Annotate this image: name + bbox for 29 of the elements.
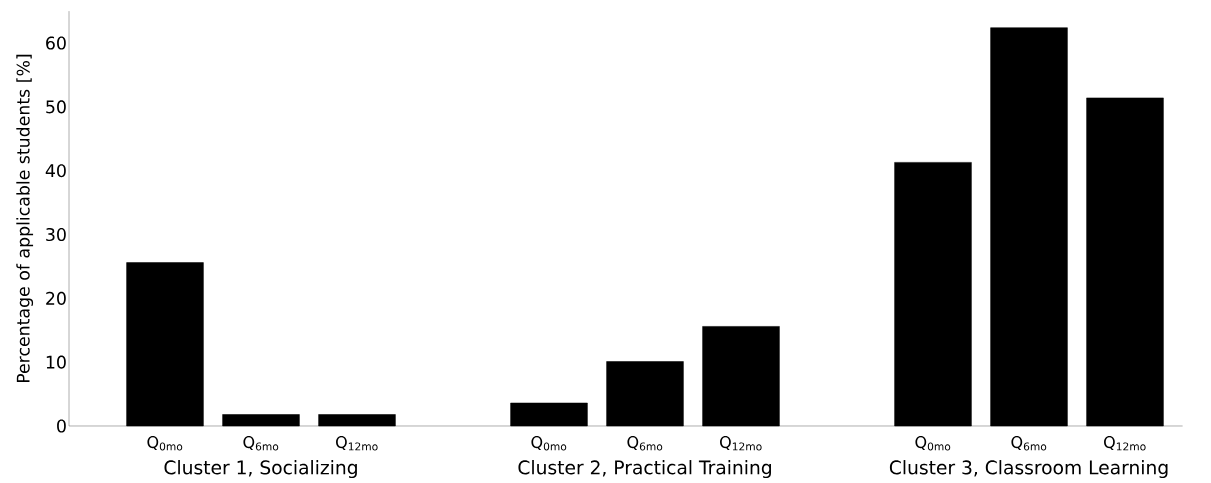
x-tick-label: Q$_{6mo}$ <box>243 436 279 451</box>
bar <box>990 27 1068 427</box>
text: Cluster 2, Practical Training <box>518 460 771 479</box>
bar <box>510 402 588 427</box>
y-tick-label: 50 <box>46 100 66 114</box>
x-tick-label: Q$_{6mo}$ <box>1011 436 1047 451</box>
x-tick-label: Q$_{12mo}$ <box>336 436 378 451</box>
bar <box>318 414 396 427</box>
x-tick-label: Q$_{0mo}$ <box>915 436 951 451</box>
bar <box>222 414 300 427</box>
y-tick-label: 0 <box>57 419 66 433</box>
bar <box>606 361 684 427</box>
bar <box>1086 97 1164 427</box>
x-tick-label: Q$_{0mo}$ <box>147 436 183 451</box>
y-tick-label: 60 <box>46 36 66 50</box>
x-tick-label: Q$_{0mo}$ <box>531 436 567 451</box>
x-tick-label: Q$_{12mo}$ <box>1104 436 1146 451</box>
text: Cluster 1, Socializing <box>164 460 357 479</box>
y-tick-label: 30 <box>46 227 66 242</box>
y-tick-label: 40 <box>45 164 66 178</box>
bar <box>894 162 972 427</box>
y-axis-title: Percentage of applicable students [%] <box>16 54 34 383</box>
x-tick-label: Q$_{12mo}$ <box>720 436 762 451</box>
y-tick-label: 20 <box>46 291 66 305</box>
text: Cluster 3, Classroom Learning <box>889 460 1168 479</box>
y-tick-label: 10 <box>46 355 66 369</box>
x-tick-label: Q$_{6mo}$ <box>627 436 663 451</box>
bar <box>702 326 780 427</box>
bar <box>126 262 204 427</box>
